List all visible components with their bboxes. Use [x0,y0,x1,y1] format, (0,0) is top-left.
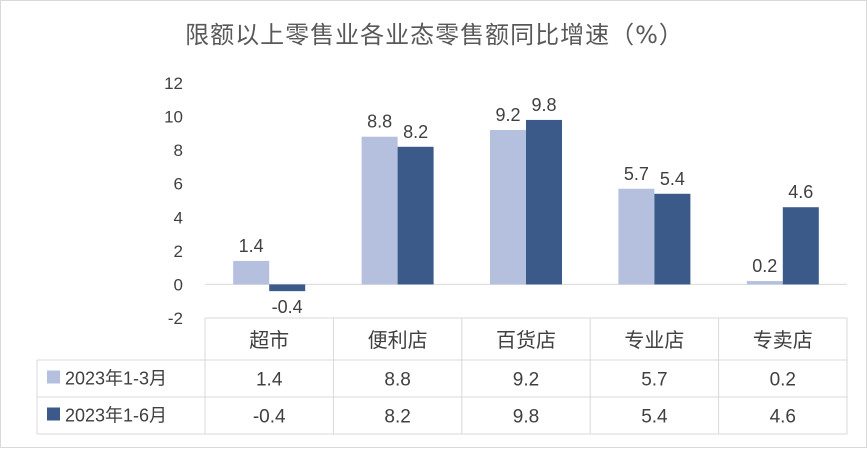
data-label: 4.6 [788,182,813,202]
chart-title: 限额以上零售业各业态零售额同比增速（%） [185,21,684,49]
y-tick-label: 10 [164,108,183,127]
bar [233,260,270,285]
legend-swatch [47,370,60,384]
data-label: 8.2 [403,122,428,142]
y-tick-label: 6 [174,175,183,194]
table-cell: 1.4 [256,370,283,391]
data-label: 0.2 [752,256,777,276]
data-label: 1.4 [239,236,264,256]
category-label: 百货店 [496,329,556,352]
bar [361,136,398,285]
y-tick-label: 8 [174,141,183,160]
bar [746,281,783,285]
data-label: -0.4 [272,297,303,317]
category-label: 便利店 [368,329,428,352]
category-label: 专卖店 [753,329,813,352]
bar [654,193,691,285]
bar [618,188,655,285]
y-tick-label: 0 [174,275,183,294]
data-label: 5.4 [660,169,685,189]
data-label: 8.8 [367,112,392,132]
bar [269,284,306,292]
table-cell: 8.2 [384,407,410,428]
data-label: 5.7 [624,164,649,184]
category-label: 专业店 [624,329,684,352]
data-label: 9.8 [531,95,556,115]
table-cell: 0.2 [770,370,796,391]
table-cell: 9.2 [513,370,539,391]
legend-swatch [47,407,60,421]
bar [490,130,526,285]
y-tick-label: 4 [174,208,183,227]
legend-label: 2023年1-3月 [65,369,167,389]
data-label: 9.2 [495,105,520,125]
table-cell: 8.8 [384,370,410,391]
bar [526,119,562,285]
table-cell: 5.4 [641,407,668,428]
category-label: 超市 [249,329,289,352]
table-cell: 4.6 [770,407,796,428]
y-tick-label: -2 [168,309,183,328]
legend-label: 2023年1-6月 [65,406,167,426]
y-tick-label: 12 [164,74,183,93]
table-cell: 5.7 [641,370,667,391]
y-tick-label: 2 [174,242,183,261]
bar [397,146,434,285]
bar [782,207,819,285]
table-cell: 9.8 [513,407,539,428]
table-cell: -0.4 [253,407,286,428]
